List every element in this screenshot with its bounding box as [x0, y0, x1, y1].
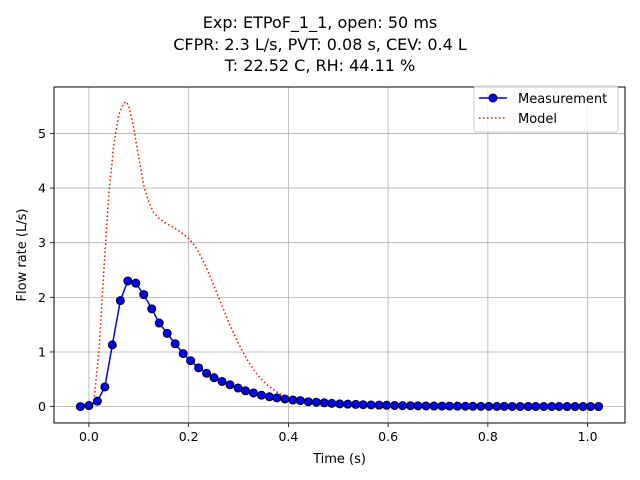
- measurement-point: [507, 401, 517, 411]
- measurement-point: [217, 376, 227, 386]
- measurement-point: [547, 402, 557, 412]
- measurement-point: [92, 396, 102, 406]
- legend-model-label: Model: [518, 112, 557, 127]
- measurement-point: [406, 401, 416, 411]
- measurement-point: [131, 278, 141, 288]
- x-tick-label: 1.0: [578, 429, 598, 444]
- measurement-point: [248, 388, 258, 398]
- measurement-point: [444, 401, 454, 411]
- measurement-point: [586, 402, 596, 412]
- measurement-point: [484, 401, 494, 411]
- measurement-point: [390, 400, 400, 410]
- measurement-point: [539, 402, 549, 412]
- measurement-point: [398, 401, 408, 411]
- measurement-point: [154, 318, 164, 328]
- measurement-point: [240, 386, 250, 396]
- legend-box: [473, 85, 619, 133]
- measurement-point: [351, 399, 361, 409]
- measurement-point: [343, 399, 353, 409]
- measurement-point: [311, 397, 321, 407]
- y-tick-label: 0: [38, 399, 46, 414]
- model-line: [88, 100, 598, 408]
- measurement-point: [84, 401, 94, 411]
- measurement-line: [80, 280, 599, 408]
- chart-title-line-3: T: 22.52 C, RH: 44.11 %: [224, 56, 416, 75]
- model-series: [88, 100, 598, 408]
- x-axis-label: Time (s): [312, 452, 366, 467]
- measurement-point: [335, 399, 345, 409]
- measurement-point: [170, 339, 180, 349]
- measurement-point: [107, 340, 117, 350]
- y-tick-label: 3: [38, 235, 46, 250]
- measurement-point: [531, 402, 541, 412]
- measurement-point: [460, 401, 470, 411]
- y-tick-label: 1: [38, 344, 46, 359]
- measurement-point: [186, 356, 196, 366]
- measurement-point: [303, 397, 313, 407]
- measurement-point: [272, 393, 282, 403]
- y-tick-label: 2: [38, 290, 46, 305]
- measurement-point: [327, 398, 337, 408]
- measurement-point: [374, 400, 384, 410]
- measurement-point: [100, 382, 110, 392]
- measurement-point: [264, 392, 274, 402]
- measurement-point: [468, 401, 478, 411]
- chart-title-line-2: CFPR: 2.3 L/s, PVT: 0.08 s, CEV: 0.4 L: [173, 35, 467, 54]
- measurement-point: [452, 401, 462, 411]
- legend-measurement-marker: [488, 93, 498, 103]
- x-tick-label: 0.2: [179, 429, 199, 444]
- x-tick-label: 0.4: [278, 429, 298, 444]
- measurement-point: [233, 383, 243, 393]
- measurement-point: [256, 390, 266, 400]
- measurement-point: [429, 401, 439, 411]
- tick-layer: 0.0 0.2 0.4 0.6 0.8 1.0 0 1 2 3 4 5: [38, 126, 598, 444]
- measurement-series: [75, 276, 604, 412]
- measurement-point: [115, 296, 125, 306]
- measurement-point: [75, 402, 85, 412]
- y-axis-label: Flow rate (L/s): [15, 209, 30, 302]
- x-tick-label: 0.0: [79, 429, 99, 444]
- measurement-point: [147, 304, 157, 314]
- measurement-point: [162, 328, 172, 338]
- measurement-point: [366, 400, 376, 410]
- measurement-point: [476, 401, 486, 411]
- measurement-point: [202, 368, 212, 378]
- grid-layer: [54, 87, 625, 423]
- measurement-point: [570, 402, 580, 412]
- measurement-point: [319, 398, 329, 408]
- measurement-point: [562, 402, 572, 412]
- x-tick-label: 0.8: [478, 429, 498, 444]
- measurement-point: [194, 363, 204, 373]
- legend-measurement-label: Measurement: [518, 92, 607, 107]
- measurement-point: [178, 349, 188, 359]
- chart-title-line-1: Exp: ETPoF_1_1, open: 50 ms: [202, 13, 438, 32]
- measurement-point: [499, 401, 509, 411]
- measurement-point: [413, 401, 423, 411]
- measurement-point: [123, 276, 133, 286]
- measurement-point: [515, 401, 525, 411]
- measurement-point: [421, 401, 431, 411]
- y-tick-label: 4: [38, 181, 46, 196]
- measurement-point: [358, 400, 368, 410]
- measurement-point: [209, 373, 219, 383]
- measurement-point: [295, 396, 305, 406]
- measurement-point: [139, 290, 149, 300]
- plot-frame: [53, 86, 626, 424]
- measurement-point: [382, 400, 392, 410]
- legend: Measurement Model: [473, 85, 619, 133]
- y-tick-label: 5: [38, 126, 46, 141]
- measurement-point: [288, 395, 298, 405]
- measurement-point: [437, 401, 447, 411]
- measurement-point: [523, 401, 533, 411]
- measurement-point: [225, 380, 235, 390]
- measurement-point: [554, 402, 564, 412]
- x-tick-label: 0.6: [378, 429, 398, 444]
- measurement-point: [578, 402, 588, 412]
- measurement-point: [492, 401, 502, 411]
- measurement-point: [280, 394, 290, 404]
- measurement-point: [594, 402, 604, 412]
